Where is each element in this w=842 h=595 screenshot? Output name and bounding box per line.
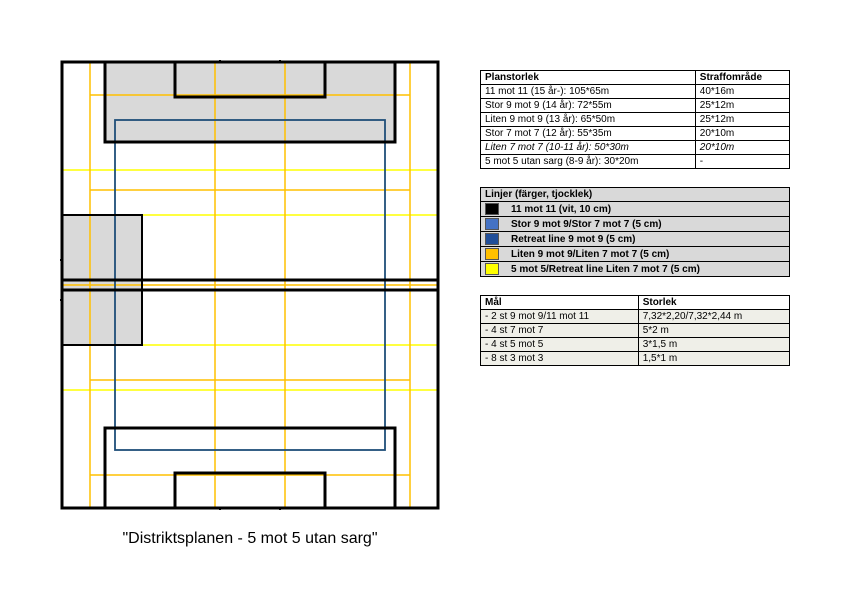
t1-r3c1: 20*10m [695,127,789,141]
t1-r2c0: Liten 9 mot 9 (13 år): 65*50m [481,113,696,127]
t2-r3: Liten 9 mot 9/Liten 7 mot 7 (5 cm) [507,247,790,262]
table-linjer: Linjer (färger, tjocklek) 11 mot 11 (vit… [480,187,790,277]
field-diagram [60,60,440,510]
t1-r4c0: Liten 7 mot 7 (10-11 år): 50*30m [481,141,696,155]
swatch-cell [481,202,508,217]
t1-r2c1: 25*12m [695,113,789,127]
swatch-cell [481,217,508,232]
t1-h1: Straffområde [695,71,789,85]
t3-r0c1: 7,32*2,20/7,32*2,44 m [638,310,789,324]
t1-r1c0: Stor 9 mot 9 (14 år): 72*55m [481,99,696,113]
t1-r0c1: 40*16m [695,85,789,99]
t1-r0c0: 11 mot 11 (15 år-): 105*65m [481,85,696,99]
t3-r2c0: - 4 st 5 mot 5 [481,338,639,352]
t1-r5c0: 5 mot 5 utan sarg (8-9 år): 30*20m [481,155,696,169]
swatch-cell [481,232,508,247]
t3-h1: Storlek [638,296,789,310]
t2-r0: 11 mot 11 (vit, 10 cm) [507,202,790,217]
t3-h0: Mål [481,296,639,310]
t2-r4: 5 mot 5/Retreat line Liten 7 mot 7 (5 cm… [507,262,790,277]
t2-r2: Retreat line 9 mot 9 (5 cm) [507,232,790,247]
table-mal: Mål Storlek - 2 st 9 mot 9/11 mot 117,32… [480,295,790,366]
t3-r2c1: 3*1,5 m [638,338,789,352]
t3-r0c0: - 2 st 9 mot 9/11 mot 11 [481,310,639,324]
t2-header: Linjer (färger, tjocklek) [481,188,790,202]
t1-r3c0: Stor 7 mot 7 (12 år): 55*35m [481,127,696,141]
table-planstorlek: Planstorlek Straffområde 11 mot 11 (15 å… [480,70,790,169]
t3-r3c0: - 8 st 3 mot 3 [481,352,639,366]
t2-r1: Stor 9 mot 9/Stor 7 mot 7 (5 cm) [507,217,790,232]
swatch-cell [481,247,508,262]
swatch-cell [481,262,508,277]
t1-r5c1: - [695,155,789,169]
t1-r4c1: 20*10m [695,141,789,155]
t3-r1c0: - 4 st 7 mot 7 [481,324,639,338]
tables-panel: Planstorlek Straffområde 11 mot 11 (15 å… [480,70,790,384]
t1-r1c1: 25*12m [695,99,789,113]
t3-r3c1: 1,5*1 m [638,352,789,366]
t1-h0: Planstorlek [481,71,696,85]
caption: "Distriktsplanen - 5 mot 5 utan sarg" [60,530,440,548]
t3-r1c1: 5*2 m [638,324,789,338]
